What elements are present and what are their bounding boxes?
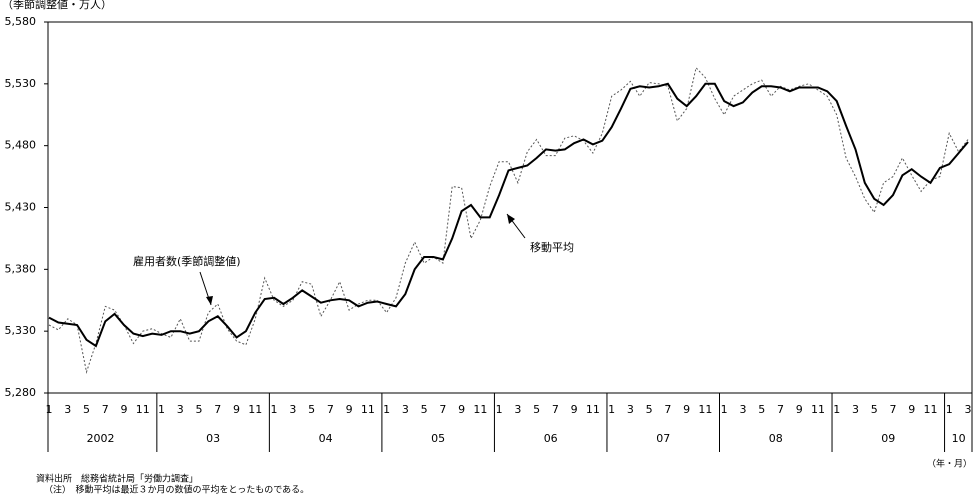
arrow-head (507, 214, 515, 224)
x-tick-label: 1 (496, 403, 503, 416)
x-tick-label: 7 (102, 403, 109, 416)
x-tick-label: 5 (83, 403, 90, 416)
x-tick-label: 9 (796, 403, 803, 416)
arrow-head (206, 296, 213, 305)
x-tick-label: 3 (402, 403, 409, 416)
x-tick-label: 5 (421, 403, 428, 416)
x-tick-label: 3 (852, 403, 859, 416)
source: 資料出所 総務省統計局「労働力調査」 (36, 473, 198, 485)
plot-area (47, 21, 973, 394)
x-tick-label: 5 (196, 403, 203, 416)
x-tick-label: 3 (177, 403, 184, 416)
x-tick-label: 11 (248, 403, 262, 416)
x-tick-label: 9 (571, 403, 578, 416)
x-tick-label: 7 (327, 403, 334, 416)
year-label: 08 (769, 432, 783, 445)
x-tick-label: 11 (923, 403, 937, 416)
y-tick-label: 5,430 (5, 201, 37, 214)
x-tick-label: 5 (308, 403, 315, 416)
x-tick-label: 1 (833, 403, 840, 416)
x-tick-label: 9 (121, 403, 128, 416)
y-tick-label: 5,530 (5, 77, 37, 90)
x-tick-label: 9 (346, 403, 353, 416)
y-tick-label: 5,580 (5, 15, 37, 28)
x-tick-label: 11 (586, 403, 600, 416)
year-label: 05 (431, 432, 445, 445)
year-label: 10 (952, 432, 966, 445)
x-tick-label: 1 (46, 403, 53, 416)
x-tick-label: 7 (214, 403, 221, 416)
x-tick-label: 3 (64, 403, 71, 416)
x-tick-label: 3 (739, 403, 746, 416)
x-tick-label: 1 (383, 403, 390, 416)
x-tick-label: 3 (514, 403, 521, 416)
x-tick-label: 11 (361, 403, 375, 416)
year-label: 2002 (87, 432, 115, 445)
y-tick-label: 5,480 (5, 139, 37, 152)
x-tick-label: 5 (871, 403, 878, 416)
x-tick-label: 1 (608, 403, 615, 416)
x-tick-label: 9 (908, 403, 915, 416)
x-tick-label: 9 (458, 403, 465, 416)
x-tick-label: 5 (646, 403, 653, 416)
x-tick-label: 7 (439, 403, 446, 416)
x-axis-unit: （年・月） (927, 458, 972, 470)
y-axis-label: （季節調整値・万人） (2, 0, 112, 11)
x-tick-label: 9 (683, 403, 690, 416)
x-tick-label: 11 (698, 403, 712, 416)
x-tick-label: 7 (552, 403, 559, 416)
x-tick-label: 1 (158, 403, 165, 416)
y-tick-label: 5,280 (5, 386, 37, 399)
series-annotation: 移動平均 (530, 240, 574, 254)
x-tick-label: 11 (473, 403, 487, 416)
x-tick-label: 7 (664, 403, 671, 416)
y-tick-label: 5,330 (5, 324, 37, 337)
year-label: 09 (881, 432, 895, 445)
x-tick-label: 11 (136, 403, 150, 416)
x-tick-label: 7 (889, 403, 896, 416)
series-annotation: 雇用者数(季節調整値) (133, 254, 241, 268)
x-tick-label: 7 (777, 403, 784, 416)
x-tick-label: 5 (758, 403, 765, 416)
year-label: 04 (319, 432, 333, 445)
series-line (48, 82, 969, 348)
x-tick-label: 11 (811, 403, 825, 416)
x-tick-label: 1 (946, 403, 953, 416)
x-tick-label: 3 (289, 403, 296, 416)
x-tick-label: 1 (721, 403, 728, 416)
x-tick-label: 3 (965, 403, 972, 416)
x-tick-label: 1 (271, 403, 278, 416)
y-tick-label: 5,380 (5, 262, 37, 275)
year-label: 07 (656, 432, 670, 445)
year-label: 03 (206, 432, 220, 445)
note: （注） 移動平均は最近３か月の数値の平均をとったものである。 (44, 484, 309, 496)
x-tick-label: 3 (627, 403, 634, 416)
year-label: 06 (544, 432, 558, 445)
x-tick-label: 9 (233, 403, 240, 416)
x-tick-label: 5 (533, 403, 540, 416)
